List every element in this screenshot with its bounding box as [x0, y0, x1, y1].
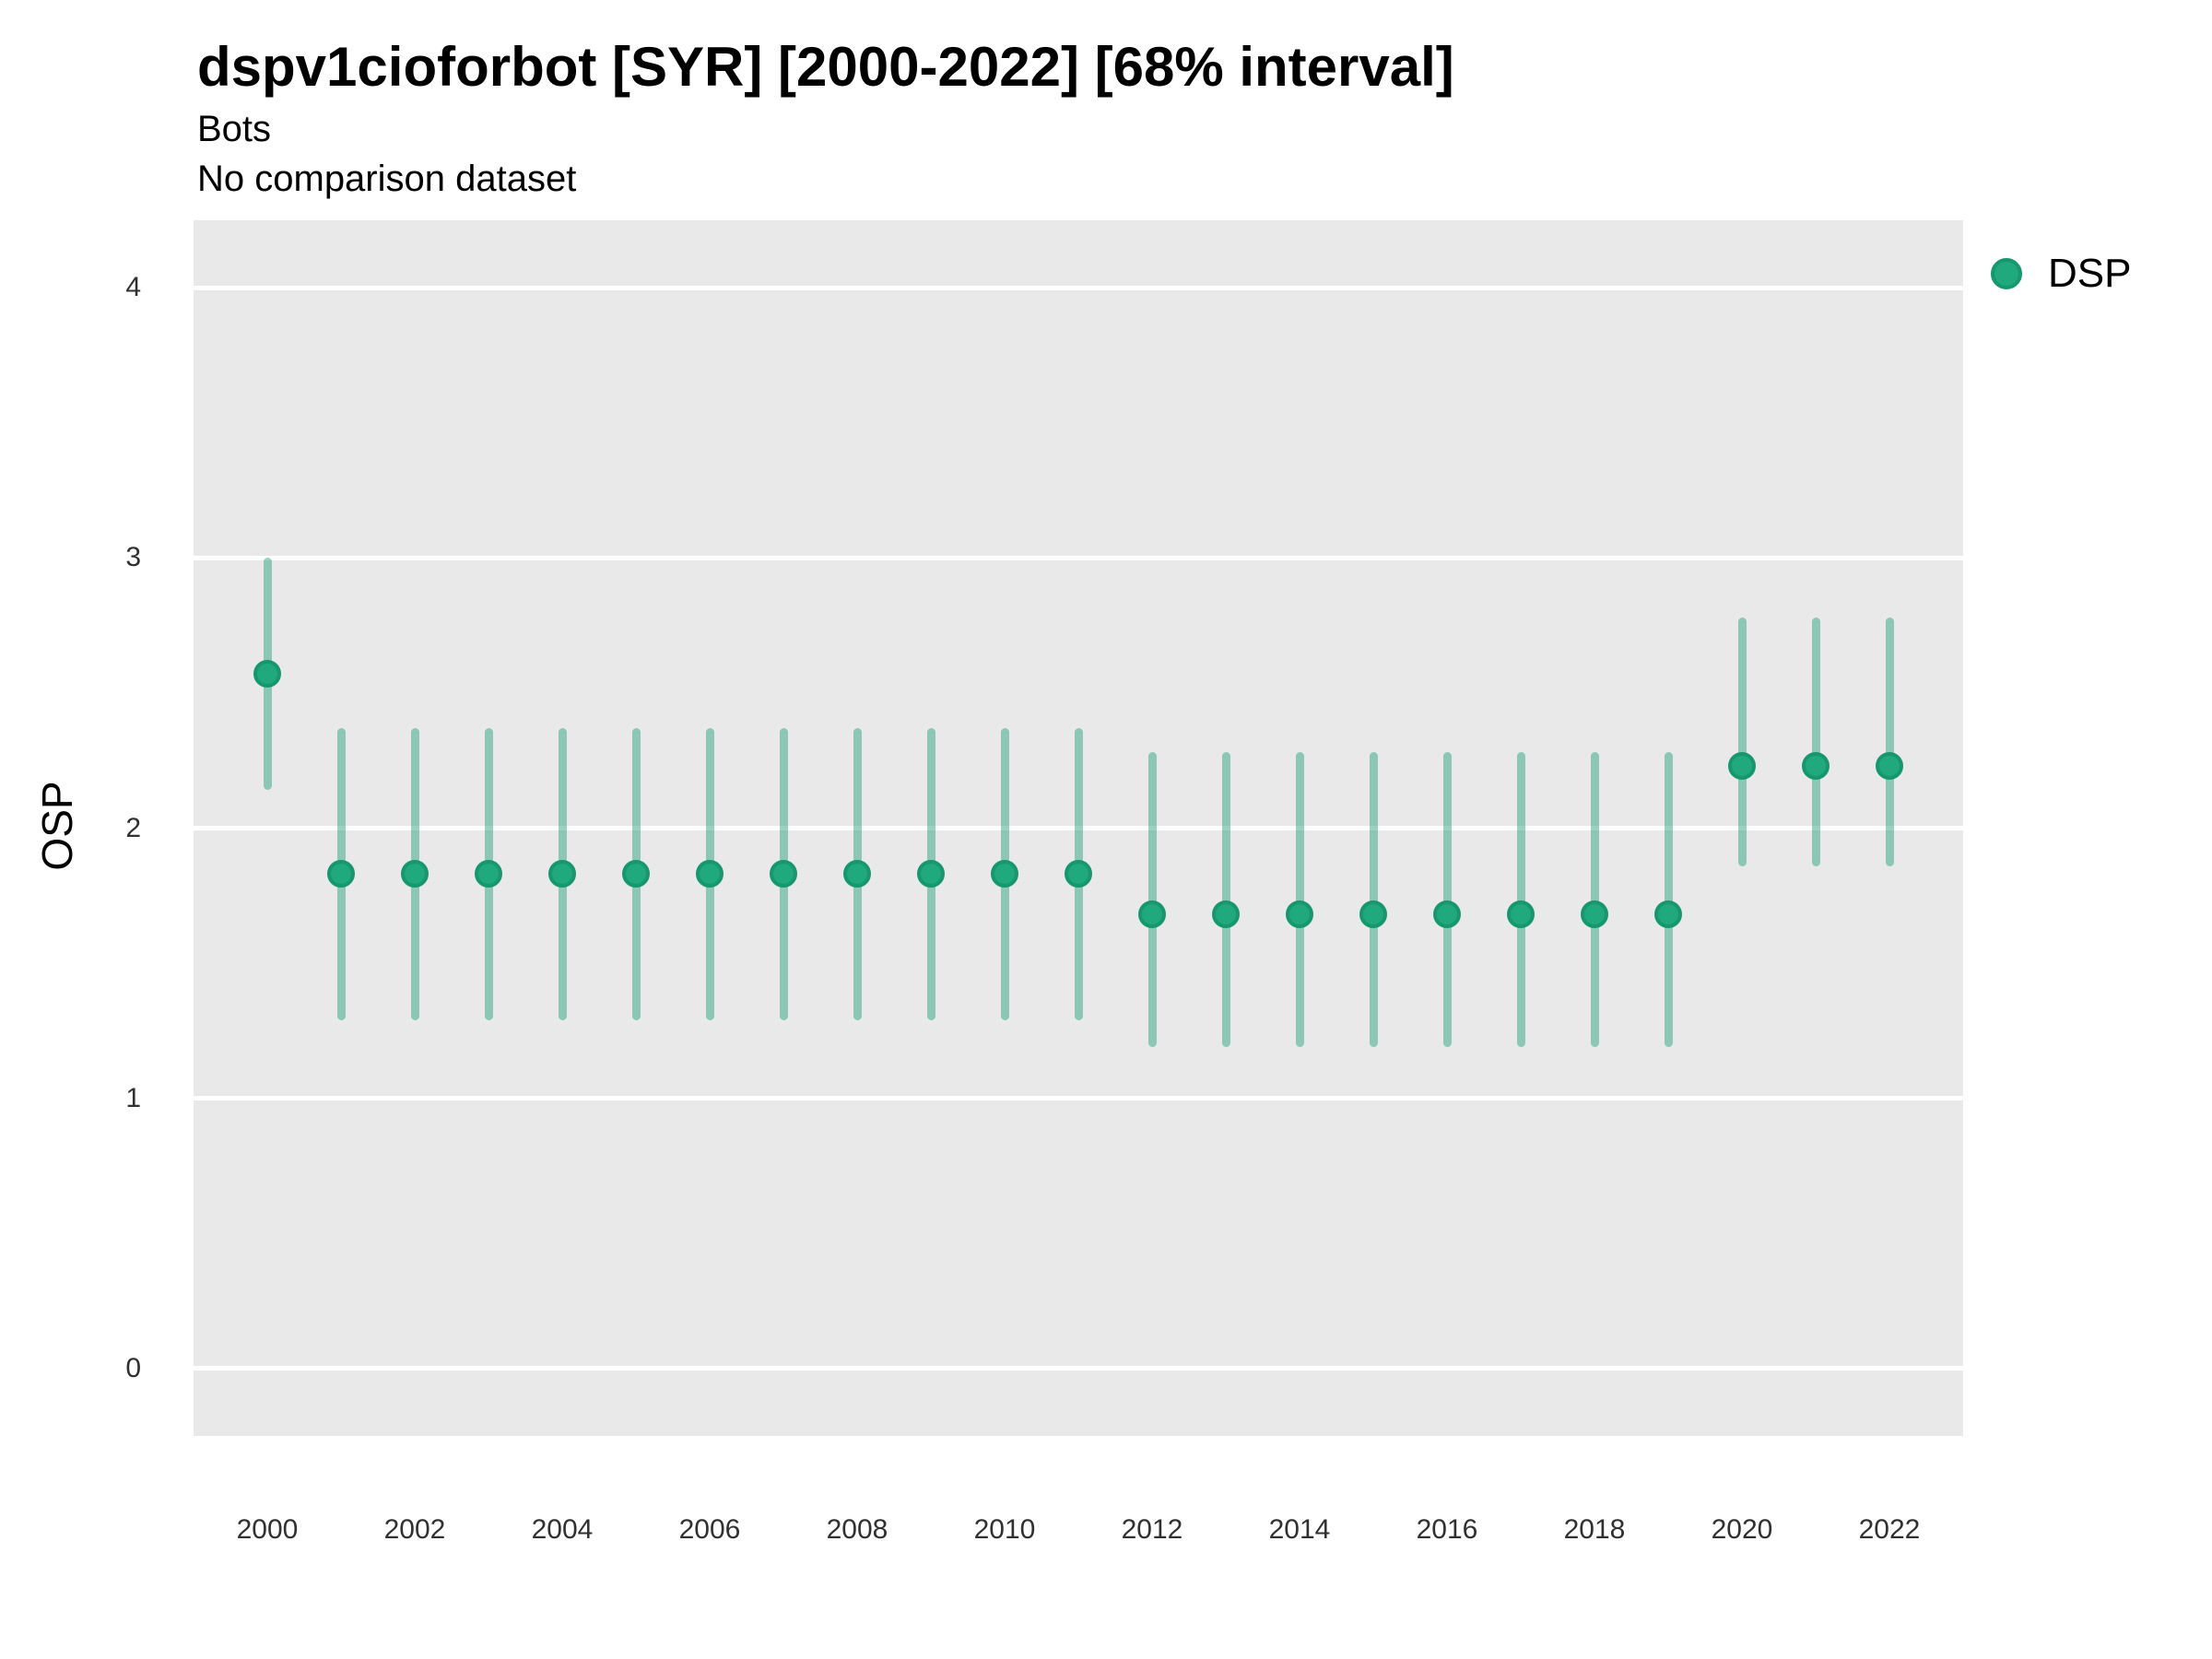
- x-tick-label-2004: 2004: [531, 1514, 594, 1545]
- x-tick-label-2002: 2002: [383, 1514, 446, 1545]
- error-bar-2016: [1442, 752, 1452, 1047]
- error-bar-2017: [1516, 752, 1525, 1047]
- data-point-2015: [1359, 900, 1387, 929]
- data-point-2018: [1581, 900, 1608, 929]
- x-tick-label-2020: 2020: [1711, 1514, 1773, 1545]
- data-point-2017: [1507, 900, 1535, 929]
- error-bar-2021: [1811, 617, 1820, 866]
- x-tick-label-2012: 2012: [1121, 1514, 1183, 1545]
- data-point-2021: [1802, 752, 1830, 781]
- y-tick-label-0: 0: [125, 1352, 141, 1383]
- x-tick-label-2022: 2022: [1858, 1514, 1921, 1545]
- chart-title: dspv1cioforbot [SYR] [2000-2022] [68% in…: [197, 36, 1454, 98]
- comparison-note: No comparison dataset: [197, 159, 577, 199]
- data-point-2010: [991, 860, 1018, 888]
- gridline-y-0: [194, 1366, 1963, 1371]
- x-tick-label-2014: 2014: [1268, 1514, 1331, 1545]
- data-point-2013: [1212, 900, 1240, 929]
- data-point-2005: [622, 860, 650, 888]
- y-tick-label-1: 1: [125, 1082, 141, 1113]
- data-point-2001: [327, 860, 355, 888]
- data-point-2016: [1433, 900, 1461, 929]
- data-point-2008: [843, 860, 871, 888]
- data-point-2004: [548, 860, 576, 888]
- error-bar-2015: [1369, 752, 1378, 1047]
- error-bar-2019: [1664, 752, 1673, 1047]
- legend-label: DSP: [2048, 251, 2132, 296]
- error-bar-2014: [1295, 752, 1304, 1047]
- legend-dot-icon: [1991, 258, 2022, 289]
- error-bar-2020: [1737, 617, 1747, 866]
- error-bar-2018: [1590, 752, 1599, 1047]
- y-tick-label-2: 2: [125, 812, 141, 843]
- y-tick-label-4: 4: [125, 272, 141, 303]
- x-tick-label-2000: 2000: [236, 1514, 299, 1545]
- legend: DSP: [1991, 251, 2131, 297]
- x-tick-label-2010: 2010: [973, 1514, 1036, 1545]
- data-point-2007: [770, 860, 797, 888]
- x-tick-label-2016: 2016: [1416, 1514, 1478, 1545]
- data-point-2011: [1065, 860, 1092, 888]
- data-point-2022: [1876, 752, 1903, 781]
- gridline-y-3: [194, 555, 1963, 560]
- data-point-2003: [475, 860, 502, 888]
- x-tick-label-2018: 2018: [1563, 1514, 1626, 1545]
- data-point-2019: [1654, 900, 1682, 929]
- data-point-2014: [1286, 900, 1313, 929]
- data-point-2009: [917, 860, 945, 888]
- x-tick-label-2008: 2008: [826, 1514, 888, 1545]
- plot-panel: [194, 220, 1963, 1436]
- data-point-2000: [253, 660, 281, 688]
- x-tick-label-2006: 2006: [678, 1514, 741, 1545]
- data-point-2020: [1728, 752, 1756, 781]
- data-point-2002: [401, 860, 429, 888]
- error-bar-2012: [1147, 752, 1157, 1047]
- error-bar-2022: [1885, 617, 1894, 866]
- data-point-2012: [1138, 900, 1166, 929]
- chart-subtitle: Bots: [197, 109, 272, 149]
- error-bar-2013: [1221, 752, 1230, 1047]
- y-tick-label-3: 3: [125, 542, 141, 573]
- data-point-2006: [696, 860, 724, 888]
- gridline-y-1: [194, 1096, 1963, 1101]
- gridline-y-2: [194, 826, 1963, 830]
- gridline-y-4: [194, 285, 1963, 290]
